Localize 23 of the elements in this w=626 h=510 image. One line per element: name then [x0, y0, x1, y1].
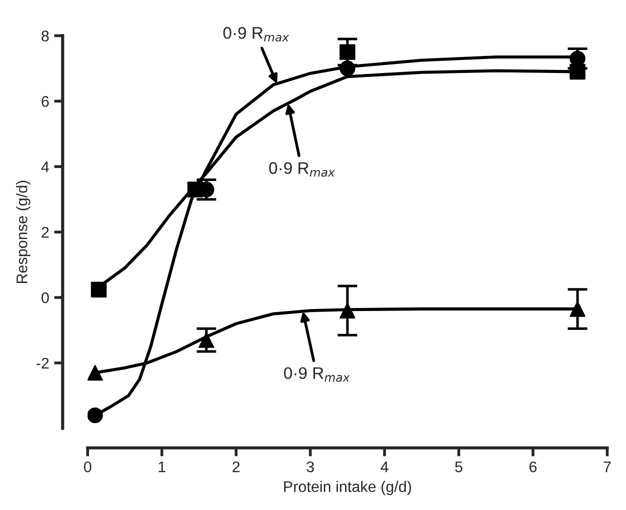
y-tick-label: -2 [36, 358, 49, 368]
x-tick-label: 5 [455, 462, 462, 472]
x-tick-label: 7 [604, 462, 611, 472]
x-tick-label: 2 [232, 461, 240, 472]
x-tick-label: 6 [530, 461, 537, 472]
y-tick-label: 4 [41, 162, 49, 172]
point [88, 364, 103, 381]
point [340, 60, 356, 76]
x-tick-label: 4 [380, 462, 388, 472]
annotation: 0·9 R$_{max}$ [223, 27, 290, 42]
y-tick-label: 0 [42, 292, 49, 304]
x-axis-title: Protein intake (g/d) [284, 480, 412, 496]
y-tick-label: 2 [42, 226, 49, 238]
x-tick-label: 3 [306, 461, 314, 472]
point [90, 282, 107, 298]
annotation: 0·9 R$_{max}$ [284, 367, 350, 382]
y-tick-label: 8 [42, 30, 49, 42]
y-axis-title: Response (g/d) [16, 180, 30, 284]
annotation: 0·9 R$_{max}$ [269, 162, 335, 177]
x-tick-label: 1 [158, 462, 166, 472]
point [88, 407, 103, 424]
y-tick-label: 6 [42, 96, 49, 107]
x-tick-label: 0 [84, 461, 92, 472]
